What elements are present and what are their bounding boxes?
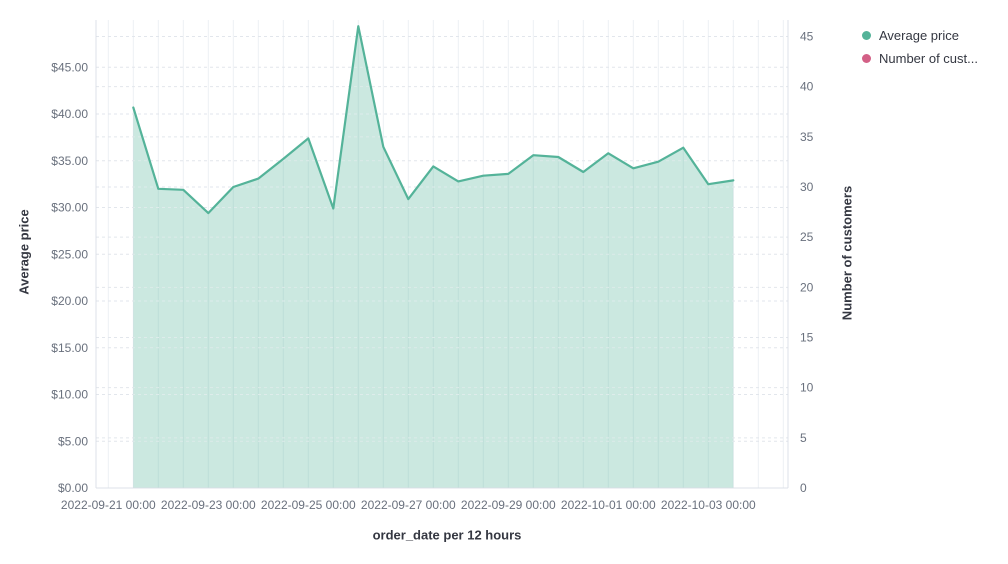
chart-legend: Average price Number of cust... — [862, 24, 978, 70]
y-axis-left-tick-label: $25.00 — [51, 247, 88, 261]
series-color-dot-average-price — [862, 31, 871, 40]
y-axis-left-tick-label: $35.00 — [51, 154, 88, 168]
y-axis-right-tick-label: 40 — [800, 80, 814, 94]
x-axis-tick-label: 2022-09-25 00:00 — [261, 498, 356, 512]
series-color-dot-number-of-customers — [862, 54, 871, 63]
x-axis-tick-label: 2022-09-29 00:00 — [461, 498, 556, 512]
x-axis-tick-label: 2022-09-23 00:00 — [161, 498, 256, 512]
legend-label-average-price: Average price — [879, 28, 959, 43]
y-axis-left-tick-label: $40.00 — [51, 107, 88, 121]
y-axis-right-tick-label: 5 — [800, 431, 807, 445]
x-axis-tick-label: 2022-10-01 00:00 — [561, 498, 656, 512]
y-axis-left-title: Average price — [16, 209, 32, 295]
y-axis-right-tick-label: 45 — [800, 30, 814, 44]
y-axis-right-tick-label: 20 — [800, 280, 814, 294]
x-axis-tick-label: 2022-09-27 00:00 — [361, 498, 456, 512]
y-axis-right-tick-label: 30 — [800, 180, 814, 194]
legend-item-number-of-customers[interactable]: Number of cust... — [862, 47, 978, 70]
average-price-line[interactable] — [132, 25, 735, 215]
x-axis-title: order_date per 12 hours — [372, 527, 522, 543]
y-axis-right-title: Number of customers — [839, 185, 855, 321]
y-axis-left-tick-label: $15.00 — [51, 341, 88, 355]
y-axis-left-tick-label: $10.00 — [51, 388, 88, 402]
x-axis-tick-label: 2022-09-21 00:00 — [61, 498, 156, 512]
legend-item-average-price[interactable]: Average price — [862, 24, 978, 47]
y-axis-left-tick-label: $20.00 — [51, 294, 88, 308]
x-axis-tick-label: 2022-10-03 00:00 — [661, 498, 756, 512]
y-axis-right-tick-label: 25 — [800, 230, 814, 244]
y-axis-left-tick-label: $30.00 — [51, 201, 88, 215]
y-axis-left-tick-label: $5.00 — [58, 434, 88, 448]
legend-label-number-of-customers: Number of cust... — [879, 51, 978, 66]
y-axis-right-tick-label: 10 — [800, 381, 814, 395]
y-axis-right-tick-label: 15 — [800, 331, 814, 345]
average-price-area-fill[interactable] — [133, 26, 734, 488]
y-axis-right-tick-label: 35 — [800, 130, 814, 144]
y-axis-right-tick-label: 0 — [800, 481, 807, 495]
y-axis-left-tick-label: $0.00 — [58, 481, 88, 495]
y-axis-left-tick-label: $45.00 — [51, 60, 88, 74]
